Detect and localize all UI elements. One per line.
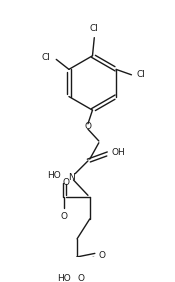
Text: O: O	[63, 178, 70, 187]
Text: O: O	[111, 148, 118, 157]
Text: O: O	[61, 212, 68, 221]
Text: HO: HO	[57, 274, 71, 282]
Text: O: O	[99, 251, 106, 260]
Text: H: H	[117, 148, 124, 157]
Text: Cl: Cl	[90, 24, 99, 33]
Text: O: O	[77, 274, 84, 282]
Text: HO: HO	[47, 171, 61, 180]
Text: N: N	[68, 173, 75, 182]
Text: O: O	[85, 122, 92, 131]
Text: Cl: Cl	[137, 70, 146, 79]
Text: Cl: Cl	[42, 53, 51, 62]
